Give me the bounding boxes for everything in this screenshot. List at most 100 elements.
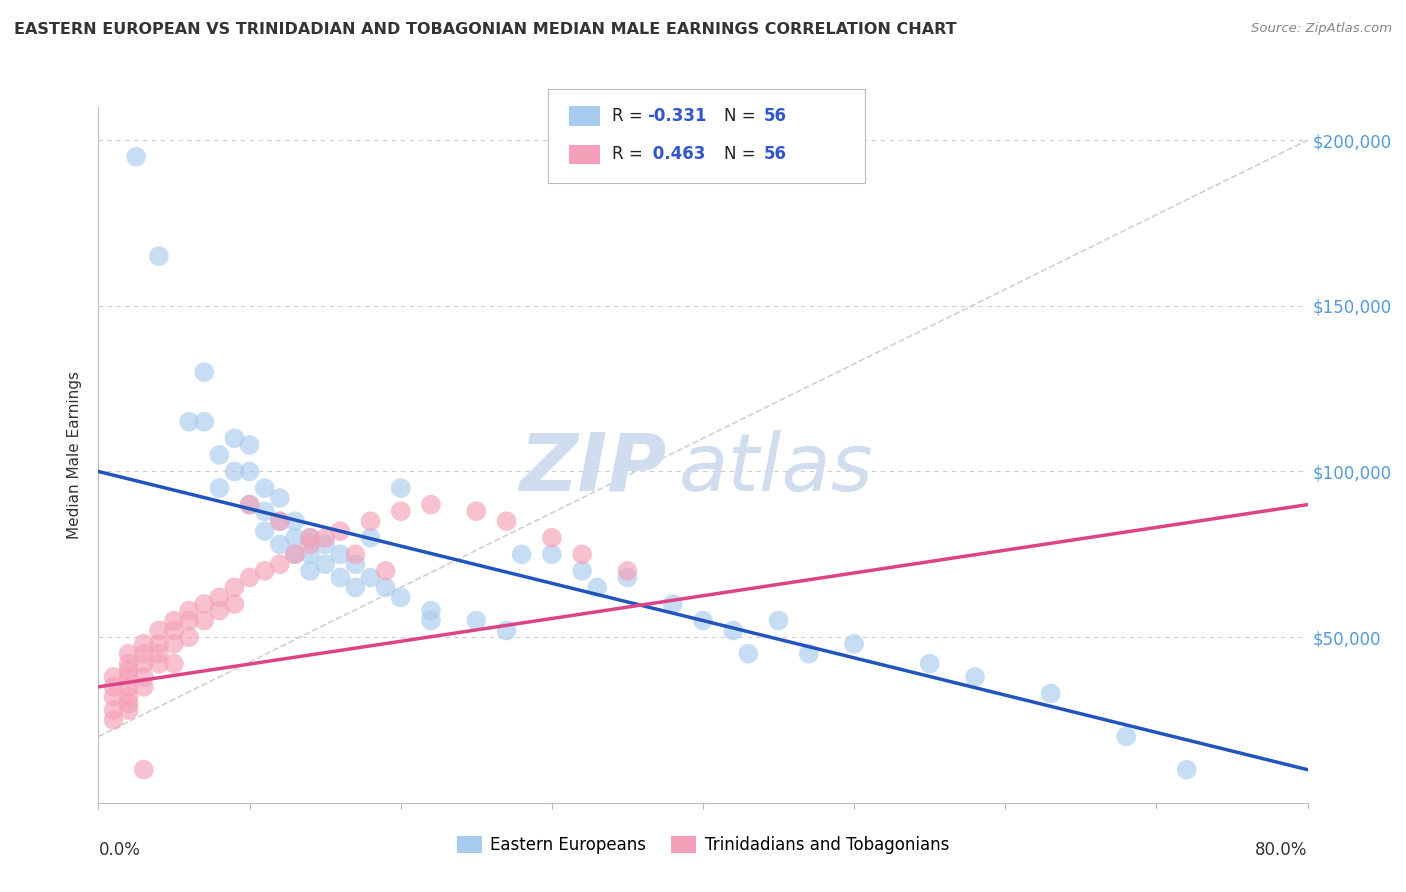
Point	[360, 514, 382, 528]
Point	[163, 624, 186, 638]
Point	[495, 624, 517, 638]
Point	[118, 680, 141, 694]
Point	[495, 514, 517, 528]
Point	[118, 670, 141, 684]
Point	[1039, 686, 1062, 700]
Text: 0.463: 0.463	[647, 145, 706, 163]
Point	[193, 365, 215, 379]
Point	[269, 537, 291, 551]
Legend: Eastern Europeans, Trinidadians and Tobagonians: Eastern Europeans, Trinidadians and Toba…	[450, 829, 956, 861]
Point	[299, 537, 322, 551]
Point	[389, 481, 412, 495]
Point	[118, 697, 141, 711]
Text: atlas: atlas	[679, 430, 873, 508]
Text: 56: 56	[763, 107, 786, 125]
Point	[510, 547, 533, 561]
Point	[420, 604, 443, 618]
Point	[208, 591, 231, 605]
Text: 80.0%: 80.0%	[1256, 841, 1308, 859]
Point	[571, 564, 593, 578]
Point	[118, 703, 141, 717]
Text: 0.0%: 0.0%	[98, 841, 141, 859]
Point	[299, 531, 322, 545]
Point	[284, 514, 307, 528]
Point	[723, 624, 745, 638]
Point	[224, 597, 246, 611]
Point	[692, 614, 714, 628]
Point	[208, 604, 231, 618]
Point	[465, 504, 488, 518]
Point	[132, 670, 155, 684]
Point	[239, 465, 262, 479]
Point	[193, 597, 215, 611]
Point	[1175, 763, 1198, 777]
Point	[118, 657, 141, 671]
Point	[118, 690, 141, 704]
Text: R =: R =	[612, 145, 648, 163]
Point	[420, 614, 443, 628]
Point	[571, 547, 593, 561]
Point	[344, 558, 367, 572]
Text: R =: R =	[612, 107, 648, 125]
Point	[132, 637, 155, 651]
Point	[179, 630, 201, 644]
Point	[360, 570, 382, 584]
Point	[269, 514, 291, 528]
Point	[329, 547, 352, 561]
Point	[844, 637, 866, 651]
Text: ZIP: ZIP	[519, 430, 666, 508]
Point	[103, 690, 125, 704]
Text: N =: N =	[724, 145, 761, 163]
Point	[329, 524, 352, 538]
Point	[148, 647, 170, 661]
Point	[918, 657, 941, 671]
Point	[344, 581, 367, 595]
Point	[224, 431, 246, 445]
Point	[360, 531, 382, 545]
Point	[103, 713, 125, 727]
Point	[253, 481, 276, 495]
Point	[540, 531, 562, 545]
Point	[118, 647, 141, 661]
Point	[768, 614, 790, 628]
Point	[163, 614, 186, 628]
Point	[616, 564, 638, 578]
Point	[125, 150, 148, 164]
Point	[616, 570, 638, 584]
Point	[1115, 730, 1137, 744]
Point	[965, 670, 987, 684]
Point	[374, 581, 396, 595]
Point	[118, 663, 141, 677]
Text: N =: N =	[724, 107, 761, 125]
Point	[389, 504, 412, 518]
Point	[239, 570, 262, 584]
Text: EASTERN EUROPEAN VS TRINIDADIAN AND TOBAGONIAN MEDIAN MALE EARNINGS CORRELATION : EASTERN EUROPEAN VS TRINIDADIAN AND TOBA…	[14, 22, 956, 37]
Point	[284, 547, 307, 561]
Point	[314, 537, 336, 551]
Point	[465, 614, 488, 628]
Point	[374, 564, 396, 578]
Point	[193, 614, 215, 628]
Point	[253, 504, 276, 518]
Point	[148, 249, 170, 263]
Point	[389, 591, 412, 605]
Point	[737, 647, 759, 661]
Point	[179, 604, 201, 618]
Point	[662, 597, 685, 611]
Point	[420, 498, 443, 512]
Point	[284, 547, 307, 561]
Point	[224, 581, 246, 595]
Point	[163, 637, 186, 651]
Point	[224, 465, 246, 479]
Point	[103, 703, 125, 717]
Point	[179, 614, 201, 628]
Point	[329, 570, 352, 584]
Point	[148, 637, 170, 651]
Point	[269, 514, 291, 528]
Point	[540, 547, 562, 561]
Point	[132, 647, 155, 661]
Y-axis label: Median Male Earnings: Median Male Earnings	[67, 371, 83, 539]
Point	[179, 415, 201, 429]
Point	[269, 491, 291, 505]
Point	[586, 581, 609, 595]
